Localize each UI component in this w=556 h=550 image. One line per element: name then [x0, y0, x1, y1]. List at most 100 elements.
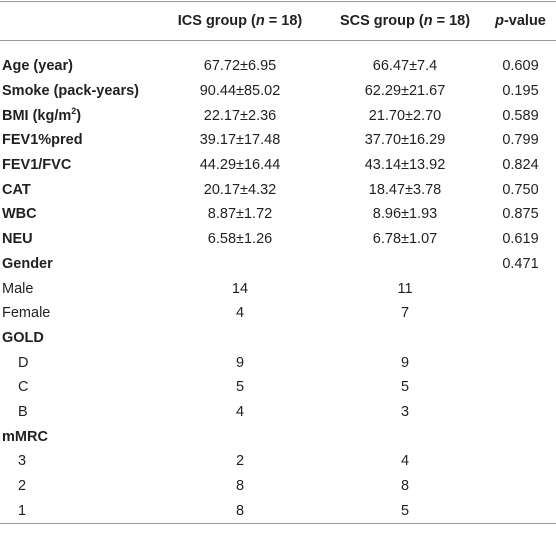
row-label: NEU: [2, 231, 33, 248]
header-text: n: [255, 13, 265, 29]
row-label: Female: [2, 305, 51, 322]
header-text: n: [423, 13, 433, 29]
row-label: mMRC: [2, 428, 48, 445]
empty-cell: [485, 301, 556, 326]
cell: 2: [235, 453, 245, 470]
cell: 43.14±13.92: [364, 157, 446, 174]
table-row: Age (year) 67.72±6.95 66.47±7.4 0.609: [0, 54, 556, 79]
cell: 22.17±2.36: [203, 107, 277, 124]
header-cell: ICS group (n = 18): [155, 1, 325, 41]
header-text: = 18): [264, 13, 303, 29]
row-label: D: [18, 354, 29, 371]
cell: 8.87±1.72: [207, 206, 273, 223]
cell: 0.195: [502, 83, 539, 100]
cell: 18.47±3.78: [368, 181, 442, 198]
table-row: B 4 3: [0, 400, 556, 425]
row-label: WBC: [2, 206, 37, 223]
table-row: mMRC: [0, 424, 556, 449]
empty-cell: [155, 424, 325, 449]
cell: 0.799: [502, 132, 539, 149]
empty-cell: [485, 498, 556, 525]
cell: 6.78±1.07: [372, 231, 438, 248]
cell: 11: [397, 280, 413, 297]
empty-cell: [485, 424, 556, 449]
cell: 4: [400, 453, 410, 470]
table-row: CAT 20.17±4.32 18.47±3.78 0.750: [0, 177, 556, 202]
row-label: GOLD: [2, 329, 44, 346]
label-text: ): [76, 107, 82, 124]
header-text: SCS group (: [339, 13, 424, 29]
empty-cell: [485, 326, 556, 351]
cell: 7: [400, 305, 410, 322]
empty-cell: [155, 252, 325, 277]
cell: 4: [235, 403, 245, 420]
empty-cell: [325, 424, 485, 449]
empty-cell: [325, 326, 485, 351]
header-cell: [0, 1, 155, 41]
cell: 8.96±1.93: [372, 206, 438, 223]
cell: 0.471: [502, 255, 539, 272]
cell: 37.70±16.29: [364, 132, 446, 149]
table-row: Gender 0.471: [0, 252, 556, 277]
table: ICS group (n = 18) SCS group (n = 18) p-…: [0, 1, 556, 525]
cell: 8: [235, 478, 245, 495]
table-row: Female 4 7: [0, 301, 556, 326]
cell: 0.589: [502, 107, 539, 124]
table-row: 3 2 4: [0, 449, 556, 474]
row-label: Age (year): [2, 58, 73, 75]
row-label: Male: [2, 280, 34, 297]
empty-cell: [485, 276, 556, 301]
row-label: B: [18, 403, 28, 420]
table-row: Male 14 11: [0, 276, 556, 301]
header-cell: SCS group (n = 18): [325, 1, 485, 41]
header-cell: p-value: [485, 1, 556, 41]
empty-cell: [485, 400, 556, 425]
cell: 8: [155, 498, 325, 525]
header-text: -value: [503, 13, 546, 29]
header-text: p: [495, 13, 504, 29]
cell: 5: [325, 498, 485, 525]
table-row: WBC 8.87±1.72 8.96±1.93 0.875: [0, 202, 556, 227]
table-row: Smoke (pack-years) 90.44±85.02 62.29±21.67…: [0, 79, 556, 104]
label-text: BMI (kg/m: [2, 107, 72, 124]
label-superscript: 2: [71, 105, 77, 116]
row-label: 2: [18, 478, 27, 495]
empty-cell: [485, 474, 556, 499]
row-label: FEV1%pred: [2, 132, 83, 149]
cell: 20.17±4.32: [203, 181, 277, 198]
empty-cell: [155, 326, 325, 351]
cell: 66.47±7.4: [372, 58, 438, 75]
header-row: ICS group (n = 18) SCS group (n = 18) p-…: [0, 1, 556, 41]
cell: 0.875: [502, 206, 539, 223]
cell: 9: [235, 354, 245, 371]
cell: 3: [400, 403, 410, 420]
cell: 0.609: [502, 58, 539, 75]
row-label: CAT: [2, 181, 31, 198]
cell: 44.29±16.44: [199, 157, 281, 174]
cell: 0.824: [502, 157, 539, 174]
cell: 14: [231, 280, 249, 297]
empty-cell: [325, 252, 485, 277]
table-row: BMI (kg/m2) 22.17±2.36 21.70±2.70 0.589: [0, 103, 556, 128]
cell: 4: [235, 305, 245, 322]
table-row: 2 8 8: [0, 474, 556, 499]
cell: 67.72±6.95: [203, 58, 277, 75]
cell: 21.70±2.70: [368, 107, 442, 124]
cell: 39.17±17.48: [199, 132, 281, 149]
cell: 62.29±21.67: [364, 83, 446, 100]
table-body: Age (year) 67.72±6.95 66.47±7.4 0.609 Smoke …: [0, 54, 556, 525]
empty-cell: [485, 449, 556, 474]
table-row: FEV1/FVC 44.29±16.44 43.14±13.92 0.824: [0, 153, 556, 178]
cell: 0.619: [502, 231, 539, 248]
table-row: C 5 5: [0, 375, 556, 400]
row-label: 1: [0, 498, 155, 525]
row-label: FEV1/FVC: [2, 157, 72, 174]
row-label: Smoke (pack-years): [2, 83, 140, 100]
cell: 5: [235, 379, 245, 396]
empty-cell: [485, 350, 556, 375]
table-row: D 9 9: [0, 350, 556, 375]
cell: 5: [400, 379, 410, 396]
table-row: FEV1%pred 39.17±17.48 37.70±16.29 0.799: [0, 128, 556, 153]
